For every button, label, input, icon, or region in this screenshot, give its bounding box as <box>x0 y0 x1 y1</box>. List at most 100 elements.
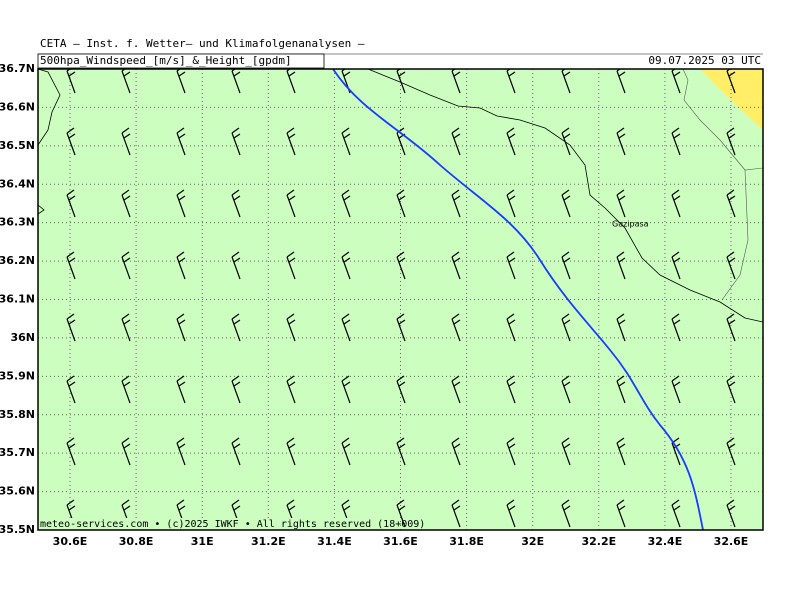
header-subtitle: 500hpa_Windspeed_[m/s]_&_Height_[gpdm] <box>40 54 292 67</box>
wind-barb <box>121 375 131 404</box>
footer-backdrop <box>38 518 398 530</box>
wind-barb <box>561 69 571 94</box>
map-frame <box>37 68 764 531</box>
wind-barb <box>121 437 131 466</box>
wind-barb <box>286 127 296 156</box>
coastline <box>38 69 61 215</box>
wind-barb <box>671 375 681 404</box>
wind-barb <box>451 251 461 280</box>
wind-barb <box>66 313 76 342</box>
wind-barb <box>286 251 296 280</box>
wind-barb <box>671 127 681 156</box>
wind-barb <box>616 313 626 342</box>
wind-barb <box>176 251 186 280</box>
wind-barb <box>671 499 681 528</box>
wind-barb <box>66 127 76 156</box>
footer-credit: meteo-services.com • (c)2025 IWKF • All … <box>40 519 425 530</box>
wind-barb <box>561 251 571 280</box>
wind-barb <box>286 189 296 218</box>
lat-tick-label: 36.6N <box>0 100 35 113</box>
lon-tick-label: 30.8E <box>119 535 154 548</box>
lat-tick-label: 36.7N <box>0 62 35 75</box>
lon-tick-label: 31E <box>191 535 214 548</box>
wind-barb <box>561 313 571 342</box>
wind-barb <box>671 251 681 280</box>
wind-barb <box>671 189 681 218</box>
wind-barb <box>726 313 736 342</box>
wind-barb <box>66 189 76 218</box>
wind-barb <box>451 499 461 528</box>
lon-tick-label: 32.6E <box>714 535 749 548</box>
wind-barb <box>176 437 186 466</box>
wind-barb <box>726 189 736 218</box>
wind-barb <box>561 437 571 466</box>
wind-barb <box>231 313 241 342</box>
lat-tick-label: 35.8N <box>0 408 35 421</box>
wind-barb <box>726 437 736 466</box>
lat-tick-label: 36.1N <box>0 293 35 306</box>
wind-barb <box>121 127 131 156</box>
wind-barb <box>66 375 76 404</box>
subtitle-box <box>37 53 325 69</box>
wind-barb <box>396 251 406 280</box>
lon-tick-label: 32.4E <box>648 535 683 548</box>
height-contour <box>332 69 704 530</box>
wind-barb <box>176 69 186 94</box>
header-title: CETA — Inst. f. Wetter— und Klimafolgena… <box>40 37 365 50</box>
lon-tick-label: 30.6E <box>53 535 88 548</box>
wind-barb <box>176 313 186 342</box>
lat-tick-label: 36N <box>10 331 35 344</box>
wind-barb <box>396 437 406 466</box>
wind-barb <box>121 313 131 342</box>
lon-tick-label: 31.8E <box>449 535 484 548</box>
wind-barb <box>726 375 736 404</box>
wind-barb <box>451 189 461 218</box>
lat-tick-label: 35.9N <box>0 369 35 382</box>
wind-barb <box>506 375 516 404</box>
wind-barb <box>231 437 241 466</box>
wind-barb <box>121 69 131 94</box>
wind-barb <box>396 499 406 528</box>
lon-tick-label: 31.6E <box>383 535 418 548</box>
wind-barb <box>616 127 626 156</box>
wind-barb <box>561 189 571 218</box>
lat-tick-label: 36.2N <box>0 254 35 267</box>
wind-barb <box>561 375 571 404</box>
wind-barb <box>506 127 516 156</box>
wind-barb <box>341 189 351 218</box>
wind-barb <box>616 375 626 404</box>
map-area <box>38 69 763 530</box>
wind-barb <box>451 69 461 94</box>
wind-barb <box>451 127 461 156</box>
wind-barb <box>671 69 681 94</box>
wind-barb <box>286 313 296 342</box>
wind-barb <box>726 69 736 94</box>
wind-barb <box>231 127 241 156</box>
place-label: Gazipasa <box>612 220 649 229</box>
wind-barb <box>286 375 296 404</box>
wind-barb <box>286 437 296 466</box>
wind-barb <box>561 127 571 156</box>
wind-barb <box>231 375 241 404</box>
wind-barb <box>341 313 351 342</box>
wind-barb <box>341 437 351 466</box>
wind-barb <box>506 437 516 466</box>
wind-barb <box>451 313 461 342</box>
wind-barb <box>726 499 736 528</box>
wind-barb <box>341 375 351 404</box>
lon-tick-label: 32E <box>521 535 544 548</box>
wind-barb <box>231 251 241 280</box>
wind-barb <box>231 189 241 218</box>
lon-tick-label: 32.2E <box>581 535 616 548</box>
wind-barb <box>231 69 241 94</box>
lat-tick-label: 35.7N <box>0 446 35 459</box>
wind-barb <box>286 69 296 94</box>
wind-barb <box>176 375 186 404</box>
wind-area <box>700 69 763 130</box>
wind-barb <box>396 189 406 218</box>
wind-barb <box>176 189 186 218</box>
lat-tick-label: 35.6N <box>0 485 35 498</box>
wind-barb <box>451 437 461 466</box>
lon-tick-label: 31.4E <box>317 535 352 548</box>
wind-barb <box>341 127 351 156</box>
